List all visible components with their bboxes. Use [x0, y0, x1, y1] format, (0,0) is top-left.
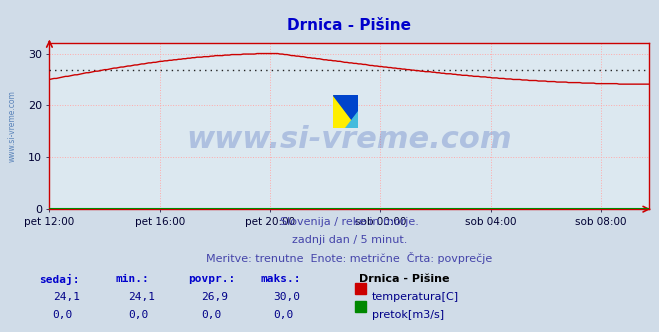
Text: 30,0: 30,0: [273, 292, 301, 302]
Text: 0,0: 0,0: [53, 310, 73, 320]
Text: www.si-vreme.com: www.si-vreme.com: [186, 125, 512, 154]
Text: maks.:: maks.:: [260, 274, 301, 284]
Text: 0,0: 0,0: [273, 310, 294, 320]
Text: temperatura[C]: temperatura[C]: [372, 292, 459, 302]
Text: 0,0: 0,0: [129, 310, 149, 320]
Text: 24,1: 24,1: [129, 292, 156, 302]
Text: Drnica - Pišine: Drnica - Pišine: [287, 18, 411, 33]
Text: Meritve: trenutne  Enote: metrične  Črta: povprečje: Meritve: trenutne Enote: metrične Črta: …: [206, 252, 492, 264]
Polygon shape: [333, 95, 358, 128]
Text: pretok[m3/s]: pretok[m3/s]: [372, 310, 444, 320]
Text: povpr.:: povpr.:: [188, 274, 235, 284]
Text: www.si-vreme.com: www.si-vreme.com: [8, 90, 17, 162]
Text: 0,0: 0,0: [201, 310, 221, 320]
Text: 26,9: 26,9: [201, 292, 228, 302]
Polygon shape: [333, 95, 358, 128]
Text: zadnji dan / 5 minut.: zadnji dan / 5 minut.: [291, 235, 407, 245]
Polygon shape: [345, 111, 358, 128]
Text: sedaj:: sedaj:: [40, 274, 80, 285]
Text: Slovenija / reke in morje.: Slovenija / reke in morje.: [280, 217, 418, 227]
Text: 24,1: 24,1: [53, 292, 80, 302]
Text: Drnica - Pišine: Drnica - Pišine: [359, 274, 449, 284]
Text: min.:: min.:: [115, 274, 149, 284]
